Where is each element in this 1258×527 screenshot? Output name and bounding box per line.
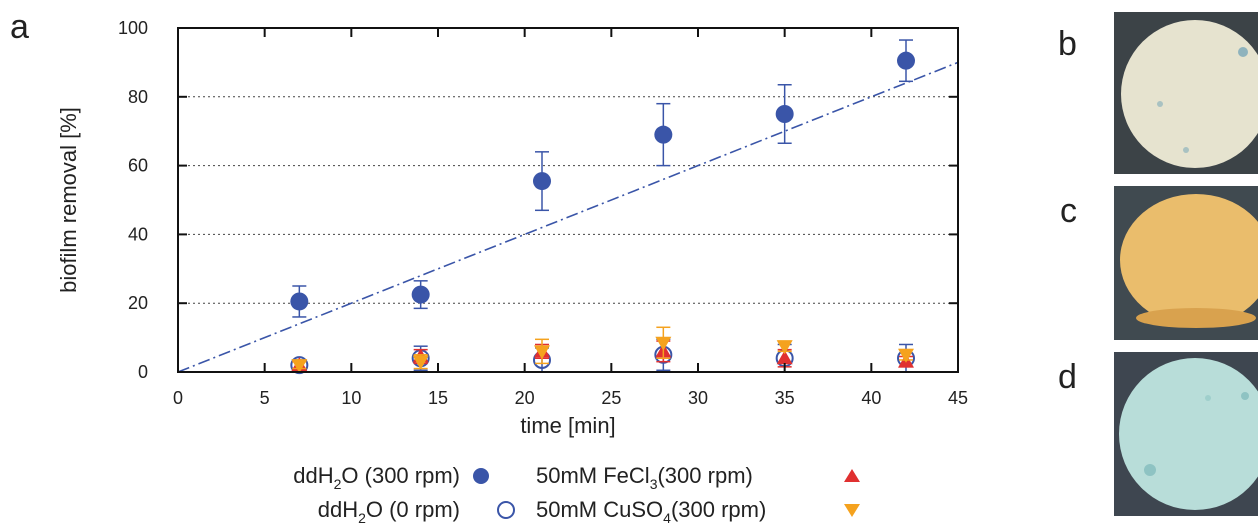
photo-b-disc bbox=[1121, 20, 1258, 168]
data-points bbox=[290, 39, 915, 375]
x-tick-label: 5 bbox=[260, 388, 270, 408]
fit-line bbox=[177, 61, 959, 373]
x-axis-title: time [min] bbox=[520, 413, 615, 438]
data-point bbox=[775, 105, 794, 123]
fit-line-group bbox=[177, 61, 959, 373]
y-tick-label: 40 bbox=[128, 224, 148, 244]
series-open-circle bbox=[290, 338, 915, 375]
y-axis-title: biofilm removal [%] bbox=[56, 107, 81, 293]
grid-lines bbox=[178, 96, 958, 304]
legend-marker-triangle-up bbox=[844, 469, 860, 482]
x-tick-label: 15 bbox=[428, 388, 448, 408]
y-tick-label: 80 bbox=[128, 87, 148, 107]
legend-marker-filled-circle bbox=[473, 468, 489, 484]
legend-label-ddh2o-300: ddH2O (300 rpm) bbox=[293, 463, 460, 492]
photo-d-spot bbox=[1241, 392, 1249, 400]
y-tick-label: 20 bbox=[128, 293, 148, 313]
axis-ticks: 0 20 40 60 80 100 0 5 10 15 20 25 30 35 40 45 bbox=[118, 18, 968, 408]
data-point bbox=[290, 292, 309, 311]
panel-label-a: a bbox=[10, 8, 29, 46]
data-point bbox=[776, 350, 793, 365]
photo-b-spot bbox=[1183, 147, 1189, 153]
legend-label-ddh2o-0: ddH2O (0 rpm) bbox=[318, 497, 460, 526]
data-point bbox=[655, 336, 672, 351]
y-tick-label: 100 bbox=[118, 18, 148, 38]
photo-c-disc bbox=[1120, 194, 1258, 326]
data-point bbox=[898, 348, 914, 363]
legend: ddH2O (300 rpm) 50mM FeCl3(300 rpm) ddH2… bbox=[293, 463, 860, 526]
panel-label-d: d bbox=[1058, 358, 1077, 396]
series-filled-circle bbox=[290, 39, 915, 318]
panel-label-b: b bbox=[1058, 25, 1077, 63]
y-tick-label: 60 bbox=[128, 156, 148, 176]
x-tick-label: 35 bbox=[775, 388, 795, 408]
y-tick-label: 0 bbox=[138, 362, 148, 382]
photo-d-spot bbox=[1144, 464, 1156, 476]
legend-label-fecl3: 50mM FeCl3(300 rpm) bbox=[536, 463, 753, 492]
photo-panel-b bbox=[1114, 12, 1258, 174]
panel-label-c: c bbox=[1060, 192, 1077, 230]
data-point bbox=[776, 340, 793, 355]
x-tick-label: 0 bbox=[173, 388, 183, 408]
legend-marker-open-circle bbox=[497, 501, 515, 519]
data-point bbox=[533, 172, 551, 191]
legend-label-cuso4: 50mM CuSO4(300 rpm) bbox=[536, 497, 766, 526]
photo-c-disc-edge bbox=[1136, 308, 1256, 328]
series-triangle-up bbox=[291, 340, 914, 372]
x-tick-label: 30 bbox=[688, 388, 708, 408]
data-point bbox=[411, 285, 430, 304]
series-triangle-down bbox=[291, 326, 914, 374]
x-tick-label: 45 bbox=[948, 388, 968, 408]
data-point bbox=[897, 51, 915, 70]
x-tick-label: 25 bbox=[601, 388, 621, 408]
plot-frame bbox=[177, 27, 959, 373]
photo-d-spot bbox=[1205, 395, 1211, 401]
photo-b-spot bbox=[1157, 101, 1163, 107]
photo-b-spot bbox=[1238, 47, 1248, 57]
x-tick-label: 20 bbox=[515, 388, 535, 408]
data-point bbox=[654, 125, 673, 144]
data-point bbox=[534, 345, 550, 360]
data-point bbox=[412, 355, 429, 370]
photo-panel-c bbox=[1114, 186, 1258, 340]
data-point bbox=[291, 359, 308, 374]
photo-panel-d bbox=[1114, 352, 1258, 516]
legend-marker-triangle-down bbox=[844, 504, 860, 517]
x-tick-label: 40 bbox=[861, 388, 881, 408]
x-tick-label: 10 bbox=[341, 388, 361, 408]
